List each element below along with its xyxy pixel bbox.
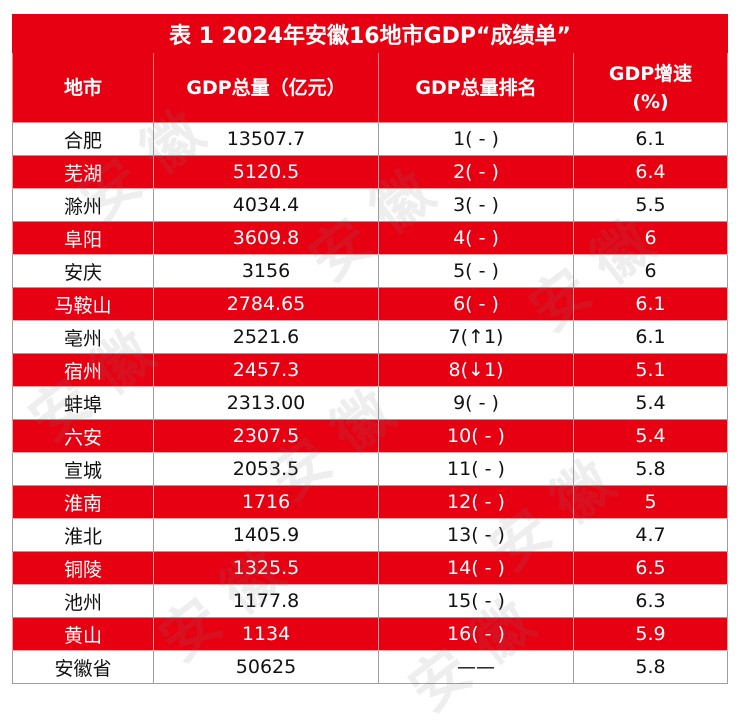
cell-city: 亳州: [12, 320, 154, 354]
header-city: 地市: [12, 52, 154, 123]
cell-city: 池州: [12, 584, 154, 618]
cell-rank: 8(↓1): [378, 353, 574, 387]
cell-growth: 5: [572, 485, 729, 519]
table-body: 合肥 13507.7 1( - ) 6.1 芜湖 5120.5 2( - ) 6.4 滁州 403…: [12, 122, 729, 684]
cell-gdp: 2457.3: [153, 353, 379, 387]
cell-city: 蚌埠: [12, 386, 154, 420]
cell-city: 安庆: [12, 254, 154, 288]
cell-growth: 6: [572, 254, 729, 288]
cell-growth: 6.4: [572, 155, 729, 189]
cell-rank: 14( - ): [378, 551, 574, 585]
cell-gdp: 4034.4: [153, 188, 379, 222]
cell-city: 铜陵: [12, 551, 154, 585]
cell-city: 滁州: [12, 188, 154, 222]
cell-city: 阜阳: [12, 221, 154, 255]
cell-city: 马鞍山: [12, 287, 154, 321]
table-row: 滁州 4034.4 3( - ) 5.5: [12, 188, 729, 222]
cell-rank: 4( - ): [378, 221, 574, 255]
cell-city: 淮南: [12, 485, 154, 519]
cell-growth: 5.4: [572, 419, 729, 453]
header-growth: GDP增速 (%): [572, 52, 729, 123]
table-row: 淮南 1716 12( - ) 5: [12, 485, 729, 519]
header-gdp: GDP总量（亿元）: [153, 52, 379, 123]
cell-gdp: 1325.5: [153, 551, 379, 585]
cell-rank: 5( - ): [378, 254, 574, 288]
table-row: 池州 1177.8 15( - ) 6.3: [12, 584, 729, 618]
cell-growth: 6.1: [572, 320, 729, 354]
cell-rank: 11( - ): [378, 452, 574, 486]
cell-rank: 15( - ): [378, 584, 574, 618]
table-row: 黄山 1134 16( - ) 5.9: [12, 617, 729, 651]
cell-gdp: 3609.8: [153, 221, 379, 255]
cell-rank: 10( - ): [378, 419, 574, 453]
cell-gdp: 2521.6: [153, 320, 379, 354]
cell-city: 六安: [12, 419, 154, 453]
cell-growth: 5.4: [572, 386, 729, 420]
gdp-table: 表 1 2024年安徽16地市GDP“成绩单” 地市 GDP总量（亿元） GDP…: [11, 14, 729, 684]
cell-gdp: 2313.00: [153, 386, 379, 420]
cell-growth: 5.1: [572, 353, 729, 387]
cell-growth: 5.8: [572, 452, 729, 486]
cell-rank: 1( - ): [378, 122, 574, 156]
cell-rank: ——: [378, 650, 574, 684]
table-row: 亳州 2521.6 7(↑1) 6.1: [12, 320, 729, 354]
table-row: 安徽省 50625 —— 5.8: [12, 650, 729, 684]
cell-growth: 5.5: [572, 188, 729, 222]
table-row: 六安 2307.5 10( - ) 5.4: [12, 419, 729, 453]
cell-gdp: 3156: [153, 254, 379, 288]
cell-growth: 6.1: [572, 122, 729, 156]
header-rank: GDP总量排名: [378, 52, 574, 123]
table-row: 蚌埠 2313.00 9( - ) 5.4: [12, 386, 729, 420]
table-row: 马鞍山 2784.65 6( - ) 6.1: [12, 287, 729, 321]
cell-gdp: 2784.65: [153, 287, 379, 321]
cell-growth: 4.7: [572, 518, 729, 552]
cell-rank: 16( - ): [378, 617, 574, 651]
cell-city: 黄山: [12, 617, 154, 651]
cell-gdp: 1405.9: [153, 518, 379, 552]
cell-rank: 2( - ): [378, 155, 574, 189]
cell-growth: 6.1: [572, 287, 729, 321]
cell-gdp: 1177.8: [153, 584, 379, 618]
cell-rank: 12( - ): [378, 485, 574, 519]
cell-rank: 3( - ): [378, 188, 574, 222]
cell-gdp: 5120.5: [153, 155, 379, 189]
table-row: 合肥 13507.7 1( - ) 6.1: [12, 122, 729, 156]
table-row: 宿州 2457.3 8(↓1) 5.1: [12, 353, 729, 387]
cell-city: 安徽省: [12, 650, 154, 684]
cell-rank: 6( - ): [378, 287, 574, 321]
table-row: 铜陵 1325.5 14( - ) 6.5: [12, 551, 729, 585]
cell-city: 淮北: [12, 518, 154, 552]
table-row: 阜阳 3609.8 4( - ) 6: [12, 221, 729, 255]
cell-growth: 6: [572, 221, 729, 255]
cell-growth: 5.9: [572, 617, 729, 651]
cell-gdp: 50625: [153, 650, 379, 684]
cell-gdp: 1134: [153, 617, 379, 651]
cell-rank: 9( - ): [378, 386, 574, 420]
cell-rank: 7(↑1): [378, 320, 574, 354]
cell-growth: 6.3: [572, 584, 729, 618]
table-row: 宣城 2053.5 11( - ) 5.8: [12, 452, 729, 486]
cell-gdp: 2307.5: [153, 419, 379, 453]
cell-gdp: 13507.7: [153, 122, 379, 156]
cell-city: 合肥: [12, 122, 154, 156]
cell-city: 宿州: [12, 353, 154, 387]
table-title: 表 1 2024年安徽16地市GDP“成绩单”: [11, 14, 729, 53]
cell-gdp: 1716: [153, 485, 379, 519]
cell-gdp: 2053.5: [153, 452, 379, 486]
table-row: 芜湖 5120.5 2( - ) 6.4: [12, 155, 729, 189]
cell-city: 芜湖: [12, 155, 154, 189]
cell-growth: 6.5: [572, 551, 729, 585]
cell-rank: 13( - ): [378, 518, 574, 552]
table-row: 安庆 3156 5( - ) 6: [12, 254, 729, 288]
cell-city: 宣城: [12, 452, 154, 486]
cell-growth: 5.8: [572, 650, 729, 684]
table-row: 淮北 1405.9 13( - ) 4.7: [12, 518, 729, 552]
